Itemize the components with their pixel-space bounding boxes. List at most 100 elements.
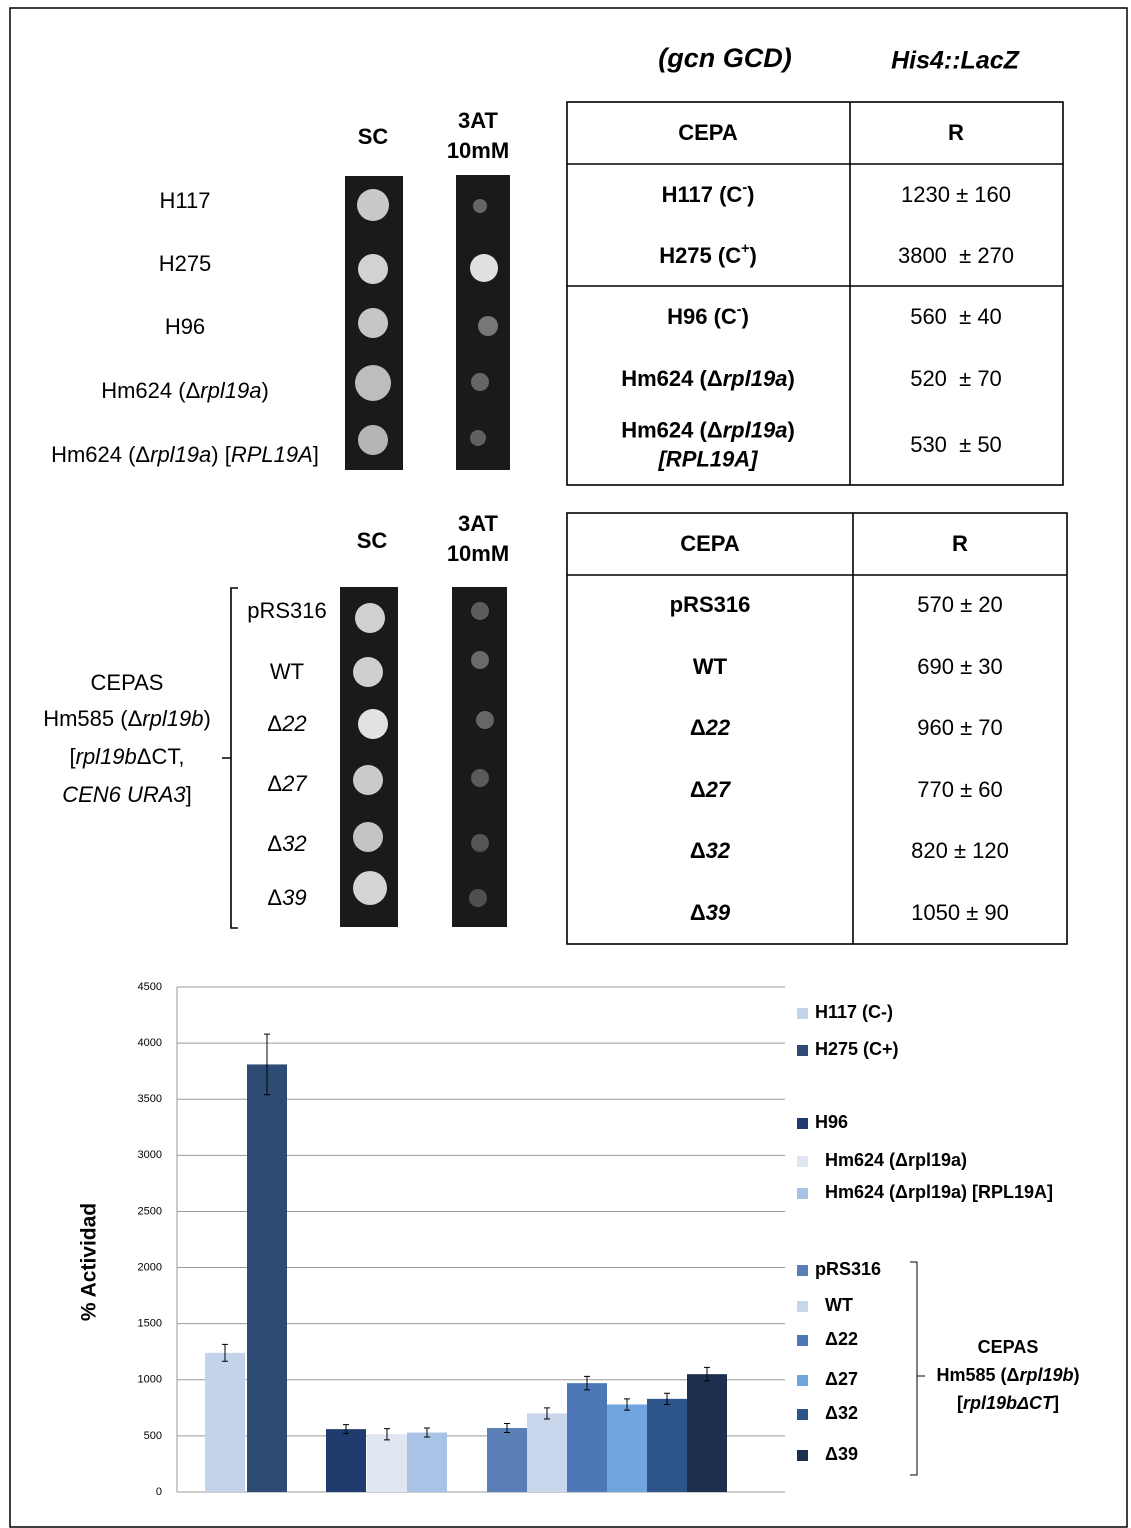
text-part: Hm624 (Δ: [621, 417, 722, 442]
text-part: [: [70, 744, 76, 769]
text-part: ): [203, 706, 210, 731]
legend-swatch: [797, 1301, 808, 1312]
text-part: Δ: [267, 885, 282, 910]
text-italic: 32: [706, 838, 731, 863]
legend-label: WT: [825, 1295, 853, 1315]
text-italic: rpl19a: [723, 417, 788, 442]
legend-swatch: [797, 1375, 808, 1386]
media-3at: 10mM: [447, 541, 509, 566]
table-cell: Hm624 (Δrpl19a): [621, 417, 795, 442]
text-part: H275: [159, 251, 212, 276]
text-part: Δ: [267, 711, 282, 736]
bar: [487, 1428, 527, 1492]
header-left: (gcn GCD): [658, 43, 791, 73]
y-tick-label: 3000: [138, 1149, 162, 1161]
legend-note: [rpl19bΔCT]: [957, 1393, 1059, 1413]
error-bar: [624, 1398, 630, 1411]
spot-strips: [340, 175, 510, 927]
error-bar: [504, 1423, 510, 1434]
legend-label: Δ27: [825, 1369, 858, 1389]
strain-label: Δ27: [267, 771, 307, 796]
table-cell: H117 (C-): [662, 180, 755, 207]
text-part: Δ: [267, 771, 282, 796]
table-cell: 530 ± 50: [910, 432, 1002, 457]
text-part: WT: [270, 659, 304, 684]
table-header: R: [948, 120, 964, 145]
text-part: ): [749, 243, 756, 268]
y-tick-label: 4000: [138, 1037, 162, 1049]
text-italic: 32: [282, 831, 306, 856]
error-bar: [384, 1428, 390, 1441]
text-part: H117 (C: [662, 182, 743, 207]
strain-label: H96: [165, 314, 205, 339]
text-part: ): [742, 304, 749, 329]
group-label: [rpl19bΔCT,: [70, 744, 185, 769]
y-tick-label: 2000: [138, 1261, 162, 1273]
legend-label: Hm624 (Δrpl19a) [RPL19A]: [825, 1182, 1053, 1202]
legend-label: Δ32: [825, 1403, 858, 1423]
strain-label: pRS316: [247, 598, 327, 623]
table-cell: 560 ± 40: [910, 304, 1002, 329]
text-part: ]: [313, 442, 319, 467]
table-cell: H275 (C+): [659, 241, 757, 268]
text-italic: rpl19a: [150, 442, 211, 467]
table-cell: Δ27: [690, 777, 732, 802]
text-part: Δ: [690, 838, 706, 863]
media-sc: SC: [357, 528, 388, 553]
y-tick-label: 1500: [138, 1318, 162, 1330]
legend-swatch: [797, 1008, 808, 1019]
text-part: ΔCT,: [137, 744, 185, 769]
text-part: ]: [1053, 1393, 1059, 1413]
bar: [567, 1383, 607, 1492]
text-sup: -: [742, 180, 747, 196]
legend-bracket: [910, 1261, 925, 1476]
text-part: ): [787, 366, 794, 391]
legend-swatch: [797, 1450, 808, 1461]
error-bar: [264, 1033, 270, 1096]
legend-label: H275 (C+): [815, 1039, 899, 1059]
text-italic: rpl19a: [723, 366, 788, 391]
y-tick-label: 2500: [138, 1205, 162, 1217]
text-part: Hm585 (Δ: [937, 1365, 1020, 1385]
text-part: Hm624 (Δ: [621, 366, 722, 391]
legend-swatch: [797, 1335, 808, 1346]
bar: [247, 1064, 287, 1492]
text-part: ): [1074, 1365, 1080, 1385]
media-sc: SC: [358, 124, 389, 149]
strain-label: H275: [159, 251, 212, 276]
table-cell: 3800 ± 270: [898, 243, 1014, 268]
text-sup: +: [741, 241, 749, 257]
y-tick-label: 3500: [138, 1093, 162, 1105]
header-right: His4::LacZ: [891, 47, 1021, 75]
table-cell: H96 (C-): [667, 302, 749, 329]
bracket: [222, 587, 238, 929]
text-italic: [RPL19A]: [657, 446, 758, 471]
text-part: H117: [160, 188, 211, 213]
legend-swatch: [797, 1188, 808, 1199]
text-part: [: [957, 1393, 963, 1413]
error-bar: [704, 1366, 710, 1382]
legend-label: H96: [815, 1112, 848, 1132]
table-cell: 690 ± 30: [917, 654, 1002, 679]
table-cell: Δ39: [690, 900, 731, 925]
text-part: pRS316: [247, 598, 327, 623]
group-label: CEN6 URA3]: [62, 782, 192, 807]
legend-swatch: [797, 1409, 808, 1420]
bar: [326, 1429, 366, 1492]
text-part: Δ: [267, 831, 282, 856]
y-tick-label: 1000: [138, 1374, 162, 1386]
text-italic: rpl19b: [76, 744, 137, 769]
text-part: Hm585 (Δ: [43, 706, 142, 731]
legend-swatch: [797, 1156, 808, 1167]
table-header: CEPA: [678, 120, 738, 145]
text-part: H96 (C: [667, 304, 737, 329]
text-sup: -: [737, 302, 742, 318]
legend-label: H117 (C-): [815, 1002, 893, 1022]
group-label: Hm585 (Δrpl19b): [43, 706, 211, 731]
table-cell: 1050 ± 90: [911, 900, 1009, 925]
text-part: Δ: [690, 777, 706, 802]
bar: [367, 1434, 407, 1492]
error-bar: [664, 1392, 670, 1405]
text-part: Hm624 (Δ: [51, 442, 150, 467]
frame: [9, 7, 1128, 1528]
